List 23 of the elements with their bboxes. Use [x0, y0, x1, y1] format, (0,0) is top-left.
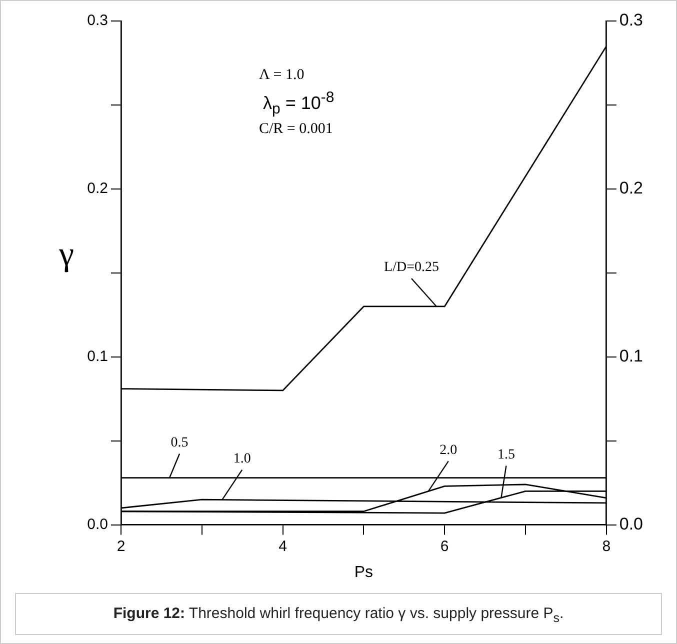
- y-tick-label: 0.0: [87, 516, 108, 533]
- y2-tick-label: 0.1: [619, 346, 644, 366]
- x-axis-title: Ps: [354, 564, 374, 581]
- x-tick-label: 2: [116, 538, 126, 555]
- text: 1.0: [233, 451, 251, 466]
- series-label: L/D=0.25: [384, 260, 439, 276]
- x-tick-label: 4: [278, 538, 287, 555]
- series-label: 0.5: [170, 435, 188, 450]
- y-tick-label: 0.3: [87, 12, 108, 30]
- y-axis-title: γ: [59, 236, 74, 274]
- text: 2.0: [440, 442, 458, 458]
- y-tick-label: 0.2: [87, 180, 108, 198]
- x-tick-label: 6: [440, 538, 449, 555]
- annotation: λ$_{p}$ = 10$^{-8}$: [263, 89, 334, 118]
- caption: Figure 12: Threshold whirl frequency ratio γ vs. supply pressure P$_{s}$.: [15, 593, 662, 635]
- annotation: Λ = 1.0: [259, 67, 304, 84]
- annotation: C/R = 0.001: [259, 121, 333, 138]
- y-tick-label: 0.1: [87, 348, 108, 366]
- y2-tick-label: 0.3: [619, 10, 644, 30]
- x-tick-label: 8: [602, 538, 611, 555]
- y2-tick-label: 0.0: [619, 514, 644, 534]
- text: 1.5: [497, 447, 515, 462]
- y2-tick-label: 0.2: [619, 178, 644, 198]
